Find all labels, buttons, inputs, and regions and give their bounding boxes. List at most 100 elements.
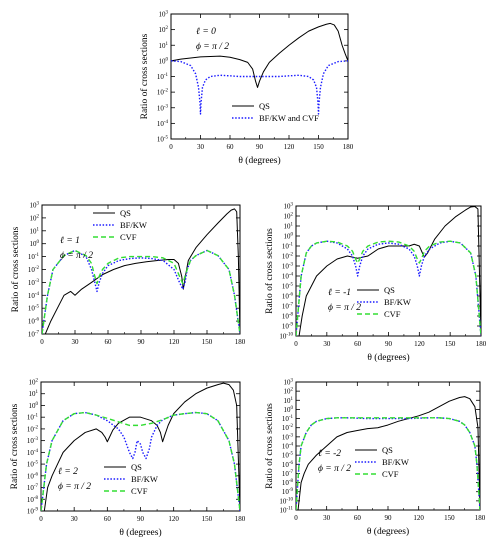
y-tick-label: 103 <box>159 11 169 19</box>
y-tick-label: 10-8 <box>282 479 294 487</box>
series-line-qs <box>171 22 348 88</box>
series-group <box>41 382 240 511</box>
legend-label: CVF <box>131 486 148 496</box>
x-tick-label: 30 <box>197 143 205 151</box>
y-tick-label: 10-5 <box>282 283 294 291</box>
annotation-2: ϕ = π / 2 <box>60 251 93 261</box>
y-tick-label: 10-1 <box>282 243 294 251</box>
y-tick-label: 102 <box>29 379 39 387</box>
series-line-cvf <box>41 411 240 511</box>
y-tick-label: 10-1 <box>28 253 40 261</box>
y-tick-label: 101 <box>284 397 294 405</box>
y-tick-label: 10-4 <box>282 273 294 281</box>
x-tick-label: 30 <box>323 514 331 522</box>
x-tick-label: 60 <box>227 143 235 151</box>
x-tick-label: 150 <box>202 515 213 523</box>
y-tick-label: 10-5 <box>157 136 169 144</box>
legend-label: BF/KW <box>382 457 409 467</box>
legend: QS BF/KW and CVF <box>232 101 319 123</box>
x-axis-label: θ (degrees) <box>367 352 409 363</box>
x-tick-label: 90 <box>385 514 393 522</box>
series-line-qs <box>297 396 480 510</box>
series-group <box>296 396 480 510</box>
series-line-cvf <box>296 417 480 510</box>
y-tick-label: 10-3 <box>282 263 294 271</box>
x-tick-label: 90 <box>137 515 145 523</box>
y-tick-label: 100 <box>284 406 294 414</box>
y-tick-label: 102 <box>284 213 294 221</box>
y-axis-label: Ratio of cross sections <box>139 33 150 119</box>
x-tick-label: 150 <box>202 338 213 346</box>
y-tick-label: 10-8 <box>282 313 294 321</box>
annotation-2: ϕ = π / 2 <box>196 42 229 52</box>
x-axis-label: θ (degrees) <box>367 526 409 537</box>
x-tick-label: 90 <box>256 143 264 151</box>
y-tick-label: 10-8 <box>27 496 39 504</box>
y-tick-label: 103 <box>284 203 294 211</box>
y-tick-label: 10-2 <box>157 89 169 97</box>
legend-label: CVF <box>382 469 399 479</box>
x-tick-label: 60 <box>354 340 362 348</box>
series-line-cvf <box>296 240 481 336</box>
x-tick-label: 60 <box>105 338 113 346</box>
annotation-2: ϕ = π / 2 <box>58 482 91 492</box>
y-tick-label: 102 <box>30 214 40 222</box>
x-tick-label: 120 <box>284 143 295 151</box>
chart-panel-2: 0 30 60 90 120 150 180 10-7 10-6 10-5 10-4 10-3 10-2… <box>10 202 246 347</box>
legend-label: QS <box>120 208 131 218</box>
series-group <box>171 22 348 115</box>
legend-label: BF/KW <box>384 297 411 307</box>
legend-label: QS <box>131 462 142 472</box>
y-tick-label: 100 <box>29 402 39 410</box>
y-tick-label: 10-10 <box>279 333 293 341</box>
y-tick-label: 101 <box>30 227 40 235</box>
legend-label: BF/KW <box>131 474 158 484</box>
x-tick-label: 0 <box>39 515 43 523</box>
y-tick-label: 10-4 <box>157 120 169 128</box>
legend-label: BF/KW <box>120 220 147 230</box>
legend-label: BF/KW and CVF <box>259 113 319 123</box>
y-tick-label: 10-4 <box>27 449 39 457</box>
x-axis-label: θ (degrees) <box>119 527 161 538</box>
y-tick-label: 10-3 <box>157 104 169 112</box>
y-tick-label: 101 <box>159 42 169 50</box>
x-tick-label: 120 <box>168 515 179 523</box>
x-tick-label: 120 <box>413 514 424 522</box>
legend: QS BF/KW CVF <box>93 208 147 242</box>
y-tick-label: 10-1 <box>282 415 294 423</box>
series-line-qs <box>44 208 240 334</box>
x-tick-label: 150 <box>313 143 324 151</box>
y-tick-label: 10-7 <box>282 303 294 311</box>
y-tick-label: 103 <box>30 202 40 210</box>
legend: QS BF/KW CVF <box>355 445 409 479</box>
y-tick-label: 10-7 <box>27 484 39 492</box>
y-tick-label: 10-3 <box>28 279 40 287</box>
x-tick-label: 0 <box>40 338 44 346</box>
x-tick-label: 30 <box>323 340 331 348</box>
y-tick-label: 10-2 <box>282 424 294 432</box>
legend-label: QS <box>382 445 393 455</box>
y-tick-label: 10-5 <box>27 461 39 469</box>
x-tick-label: 180 <box>343 143 354 151</box>
y-tick-label: 10-1 <box>27 414 39 422</box>
y-tick-label: 10-6 <box>282 461 294 469</box>
series-group <box>42 208 240 334</box>
x-tick-label: 30 <box>71 515 79 523</box>
y-tick-label: 10-2 <box>27 425 39 433</box>
chart-panel-3: 0 30 60 90 120 150 180 10-10 10-9 10-8 10-7 10-6 10-… <box>264 203 487 364</box>
y-tick-label: 101 <box>29 390 39 398</box>
y-tick-label: 10-3 <box>282 433 294 441</box>
y-tick-label: 10-7 <box>282 470 294 478</box>
legend: QS BF/KW CVF <box>357 285 411 319</box>
legend: QS BF/KW CVF <box>104 462 158 496</box>
y-tick-label: 100 <box>284 233 294 241</box>
x-tick-label: 60 <box>354 514 362 522</box>
y-tick-label: 10-4 <box>282 443 294 451</box>
x-tick-label: 90 <box>138 338 146 346</box>
x-tick-label: 90 <box>385 340 393 348</box>
y-tick-label: 10-11 <box>280 507 294 515</box>
y-tick-label: 10-2 <box>28 266 40 274</box>
x-tick-label: 180 <box>475 514 486 522</box>
y-tick-label: 10-7 <box>28 331 40 339</box>
